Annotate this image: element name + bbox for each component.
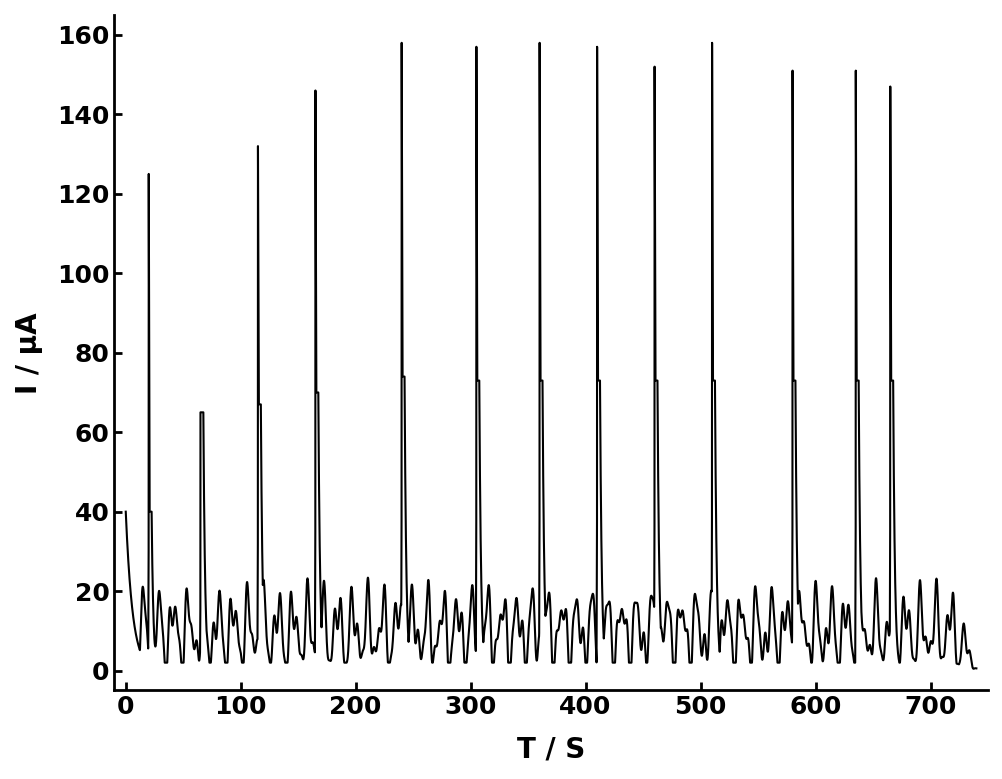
X-axis label: T / S: T / S — [516, 736, 584, 764]
Y-axis label: I / μA: I / μA — [15, 312, 43, 393]
